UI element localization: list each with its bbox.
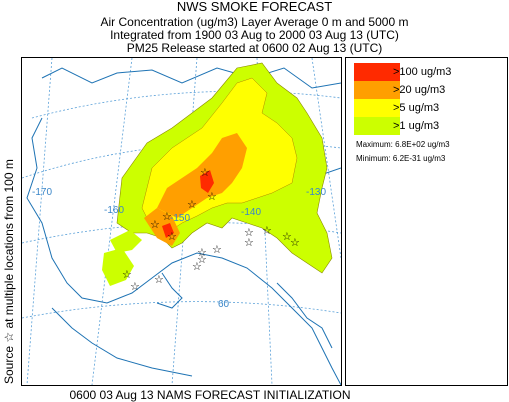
concentration-legend: >100 ug/m3 >20 ug/m3 >5 ug/m3 >1 ug/m3 M… <box>345 57 508 386</box>
source-star: ☆ <box>244 227 254 239</box>
legend-row-gt1: >1 ug/m3 <box>354 117 439 135</box>
source-star: ☆ <box>167 231 177 243</box>
smoke-map: -170 -160 -150 -140 -130 60 ☆ ☆ ☆ ☆ ☆ ☆ … <box>21 57 342 386</box>
plume-gt1-b <box>110 230 142 253</box>
integration-period: Integrated from 1900 03 Aug to 2000 03 A… <box>110 28 399 42</box>
source-star: ☆ <box>150 219 160 231</box>
source-star: ☆ <box>212 244 222 256</box>
source-star: ☆ <box>200 167 210 179</box>
source-star: ☆ <box>262 225 272 237</box>
source-side-label-area: Source ☆ at multiple locations from 100 … <box>2 57 18 384</box>
legend-label-gt1: >1 ug/m3 <box>393 120 440 132</box>
minimum-value: Minimum: 6.2E-31 ug/m3 <box>356 154 446 163</box>
coastlines <box>26 67 342 386</box>
legend-row-gt100: >100 ug/m3 <box>354 63 451 81</box>
source-star: ☆ <box>162 211 172 223</box>
forecast-title: NWS SMOKE FORECAST <box>176 0 333 14</box>
legend-swatch-gt100 <box>354 63 400 81</box>
legend-swatch-gt20 <box>354 81 400 99</box>
source-star: ☆ <box>197 254 207 266</box>
plume-gt20-b <box>144 208 180 246</box>
maximum-value: Maximum: 6.8E+02 ug/m3 <box>356 140 450 149</box>
lon-label-150: -150 <box>170 213 190 224</box>
plume-gt100-b <box>162 223 174 238</box>
lon-label-160: -160 <box>104 205 124 216</box>
source-star: ☆ <box>154 274 164 286</box>
source-star: ☆ <box>244 237 254 249</box>
plume-gt1-d <box>102 248 134 286</box>
map-canvas: -170 -160 -150 -140 -130 60 ☆ ☆ ☆ ☆ ☆ ☆ … <box>21 57 342 386</box>
legend-swatch-gt1 <box>354 117 400 135</box>
source-side-label: Source ☆ at multiple locations from 100 … <box>2 159 16 384</box>
lon-label-130: -130 <box>306 187 326 198</box>
source-star: ☆ <box>192 261 202 273</box>
legend-label-gt5: >5 ug/m3 <box>393 102 440 114</box>
legend-swatch-gt5 <box>354 99 400 117</box>
source-star: ☆ <box>197 247 207 259</box>
plume-gt100 <box>200 170 214 193</box>
forecast-initialization: 0600 03 Aug 13 NAMS FORECAST INITIALIZAT… <box>69 388 351 402</box>
legend-label-gt20: >20 ug/m3 <box>393 84 446 96</box>
source-star: ☆ <box>187 199 197 211</box>
source-star: ☆ <box>207 191 217 203</box>
lon-label-140: -140 <box>241 207 261 218</box>
lat-label-60: 60 <box>218 299 230 310</box>
source-star: ☆ <box>282 231 292 243</box>
release-info: PM25 Release started at 0600 02 Aug 13 (… <box>126 41 383 55</box>
concentration-subtitle: Air Concentration (ug/m3) Layer Average … <box>100 15 409 29</box>
plume-gt1-c <box>292 228 322 263</box>
legend-row-gt20: >20 ug/m3 <box>354 81 445 99</box>
legend-label-gt100: >100 ug/m3 <box>393 66 452 78</box>
source-stars: ☆ ☆ ☆ ☆ ☆ ☆ ☆ ☆ ☆ ☆ ☆ ☆ ☆ ☆ ☆ ☆ ☆ ☆ <box>122 167 300 293</box>
source-star: ☆ <box>122 269 132 281</box>
source-star: ☆ <box>290 237 300 249</box>
lon-label-170: -170 <box>32 187 52 198</box>
legend-row-gt5: >5 ug/m3 <box>354 99 439 117</box>
source-star: ☆ <box>130 281 140 293</box>
